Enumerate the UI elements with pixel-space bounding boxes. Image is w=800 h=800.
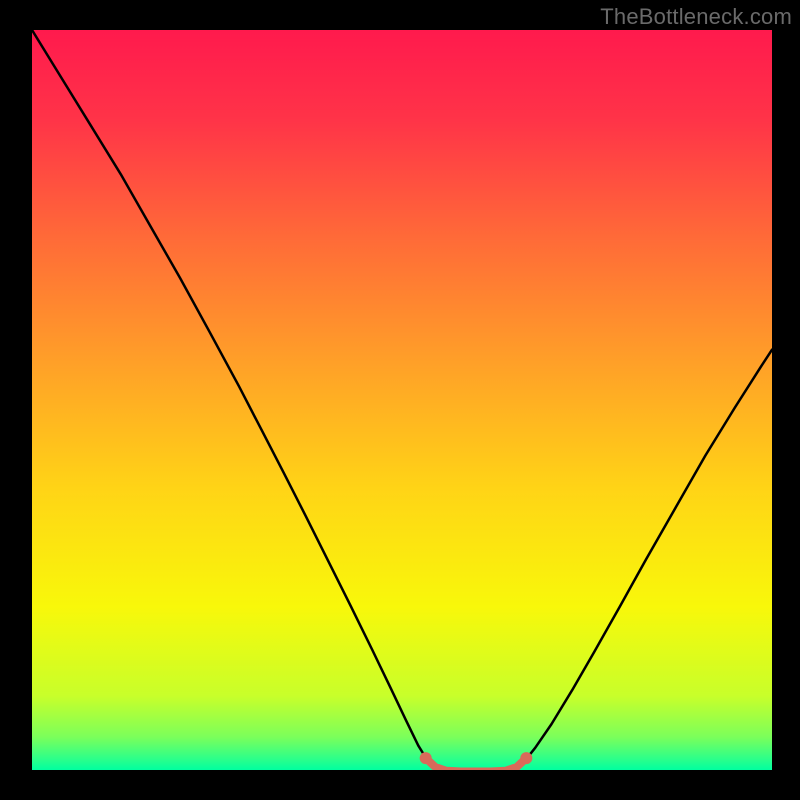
flat-band-knob: [520, 752, 532, 764]
plot-svg: [32, 30, 772, 770]
plot-area: [32, 30, 772, 770]
chart-container: TheBottleneck.com: [0, 0, 800, 800]
gradient-background: [32, 30, 772, 770]
flat-band-knob: [420, 752, 432, 764]
watermark-text: TheBottleneck.com: [600, 4, 792, 30]
